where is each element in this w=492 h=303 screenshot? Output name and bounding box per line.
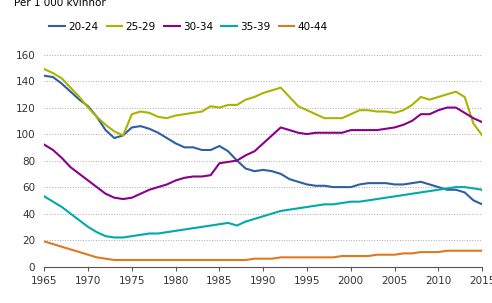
Line: 20-24: 20-24: [44, 76, 482, 204]
Legend: 20-24, 25-29, 30-34, 35-39, 40-44: 20-24, 25-29, 30-34, 35-39, 40-44: [50, 22, 328, 32]
Line: 40-44: 40-44: [44, 241, 482, 260]
30-34: [41, 143, 47, 147]
40-44: [479, 249, 485, 253]
35-39: [190, 226, 196, 230]
Text: Per 1 000 kvinnor: Per 1 000 kvinnor: [14, 0, 105, 8]
30-34: [366, 128, 371, 132]
30-34: [120, 197, 126, 201]
40-44: [366, 254, 371, 258]
20-24: [357, 183, 363, 186]
25-29: [479, 134, 485, 137]
40-44: [339, 254, 345, 258]
35-39: [366, 198, 371, 202]
25-29: [366, 108, 371, 112]
35-39: [339, 201, 345, 205]
20-24: [470, 198, 476, 202]
20-24: [173, 142, 179, 145]
Line: 30-34: 30-34: [44, 108, 482, 199]
20-24: [41, 74, 47, 78]
35-39: [470, 187, 476, 190]
20-24: [182, 145, 187, 149]
25-29: [182, 112, 187, 116]
40-44: [111, 258, 117, 262]
20-24: [138, 124, 144, 128]
Line: 35-39: 35-39: [44, 187, 482, 238]
30-34: [147, 188, 153, 191]
Line: 25-29: 25-29: [44, 69, 482, 135]
40-44: [41, 240, 47, 243]
30-34: [470, 116, 476, 120]
40-44: [470, 249, 476, 253]
25-29: [120, 134, 126, 137]
25-29: [470, 122, 476, 125]
30-34: [479, 120, 485, 124]
30-34: [444, 106, 450, 109]
35-39: [111, 236, 117, 239]
25-29: [339, 116, 345, 120]
30-34: [190, 175, 196, 178]
30-34: [339, 131, 345, 135]
40-44: [147, 258, 153, 262]
30-34: [182, 176, 187, 180]
25-29: [147, 111, 153, 115]
20-24: [479, 202, 485, 206]
40-44: [190, 258, 196, 262]
25-29: [190, 111, 196, 115]
40-44: [182, 258, 187, 262]
35-39: [41, 195, 47, 198]
35-39: [453, 185, 459, 189]
35-39: [479, 188, 485, 191]
35-39: [147, 232, 153, 235]
25-29: [41, 67, 47, 71]
20-24: [330, 185, 336, 189]
35-39: [182, 228, 187, 231]
